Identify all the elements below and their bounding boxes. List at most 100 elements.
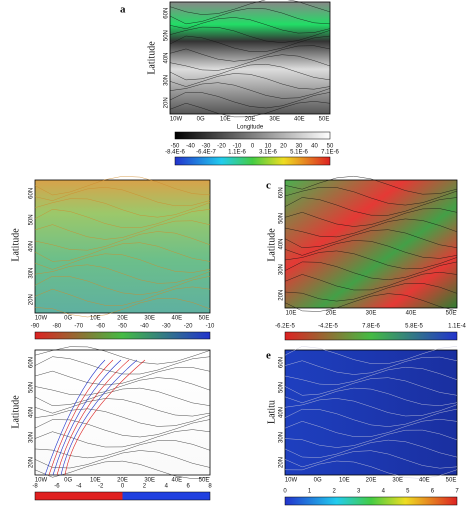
colorbar-tick-label: 0 <box>283 489 287 495</box>
colorbar-tick-label: 4 <box>382 489 386 495</box>
map <box>284 179 458 309</box>
contour <box>284 293 458 312</box>
colorbar-tick-label: -6.4E-7 <box>196 150 216 156</box>
x-tick-label: 20E <box>326 311 337 317</box>
x-tick-label: 50E <box>199 316 210 322</box>
contour <box>34 186 211 207</box>
contour <box>284 283 458 302</box>
panel: Latitude 60N 50N 40N 30N 20N 10W 0G 10E 20E 30E 40E… <box>10 176 215 340</box>
contour <box>284 460 458 479</box>
x-tick-label: 40E <box>294 117 305 123</box>
colorbar-tick-label: 3 <box>357 489 361 495</box>
y-tick-label: 20N <box>29 294 35 305</box>
contour <box>34 264 211 284</box>
colorbar-tick-label: 2 <box>332 489 336 495</box>
colorbar-tick-label: 7.1E-6 <box>321 150 339 156</box>
contour <box>284 240 458 259</box>
colorbar <box>284 331 458 341</box>
contour <box>34 408 211 427</box>
y-tick-label: 50N <box>279 213 285 224</box>
panel: c Latitude 60N 50N 40N 30N 20N 10E 20E 30E 40E 50E -… <box>266 175 466 341</box>
contour <box>284 197 458 216</box>
colorbar-tick-label: 10 <box>265 144 272 150</box>
x-tick-label: 0G <box>64 316 72 322</box>
y-tick-label: 20N <box>29 457 35 468</box>
colorbar-tick-label: 5.1E-6 <box>290 150 308 156</box>
x-tick-label: 10E <box>90 316 101 322</box>
y-tick-label: 50N <box>29 382 35 393</box>
colorbar-tick-label: 7 <box>455 489 459 495</box>
colorbar-tick-label: -50 <box>171 144 180 150</box>
colorbar-tick-label: -2 <box>98 484 104 490</box>
contour <box>169 26 331 43</box>
contour <box>34 356 211 375</box>
panel: a Latitude 60N 50N 40N 30N 20N 10W 0G 10E 20E 30E 40… <box>120 0 339 166</box>
x-tick-label: 20E <box>245 117 256 123</box>
y-tick-label: 30N <box>29 268 35 279</box>
contour <box>34 176 211 196</box>
y-tick-label: 30N <box>279 264 285 275</box>
colorbar-tick-label: 20 <box>280 144 287 150</box>
contour <box>284 439 458 458</box>
y-axis-label: Latitude <box>10 395 21 429</box>
y-tick-label: 30N <box>279 432 285 443</box>
contour <box>284 418 458 437</box>
colorbar-tick-label: -20 <box>217 144 226 150</box>
x-tick-label: 30E <box>269 117 280 123</box>
x-tick-label: 0G <box>197 117 205 123</box>
colorbar-tick-label: -4 <box>76 484 82 490</box>
contour <box>169 0 331 15</box>
contour <box>34 387 211 406</box>
x-tick-label: 30E <box>144 478 155 484</box>
contour <box>169 92 331 109</box>
y-tick-label: 20N <box>279 290 285 301</box>
panel-label: c <box>266 180 271 192</box>
contour <box>284 366 458 385</box>
contour <box>34 298 211 318</box>
contour <box>284 398 458 417</box>
colorbar <box>174 156 331 166</box>
y-tick-label: 60N <box>164 8 170 19</box>
colorbar-tick-label: 50 <box>327 144 334 150</box>
colorbar-tick-label: -90 <box>31 324 40 330</box>
x-tick-label: 30E <box>144 316 155 322</box>
contour <box>169 35 331 52</box>
colorbar-tick-label: 8 <box>208 484 212 490</box>
y-axis-label: Latitu <box>266 400 277 424</box>
map <box>284 349 458 476</box>
contour <box>169 17 331 34</box>
colorbar-tick-label: 4 <box>165 484 169 490</box>
colorbar-tick-label: 6 <box>186 484 190 490</box>
contour <box>48 359 114 476</box>
colorbar-tick-label: 1.1E-4 <box>448 324 466 330</box>
colorbar-tick-label: 5.8E-5 <box>405 324 423 330</box>
contour <box>284 271 458 291</box>
x-tick-label: 10E <box>90 478 101 484</box>
x-tick-label: 0G <box>314 478 322 484</box>
colorbar <box>284 496 458 506</box>
y-tick-label: 60N <box>279 187 285 198</box>
colorbar-tick-label: -8 <box>32 484 38 490</box>
contour <box>34 398 211 417</box>
colorbar-tick-label: -70 <box>74 324 83 330</box>
colorbar-tick-label: -6.2E-5 <box>275 324 295 330</box>
panel: Latitude 60N 50N 40N 30N 20N 10W 0G 10E 20E 30E 40E… <box>10 346 212 501</box>
x-tick-label: 40E <box>171 478 182 484</box>
y-tick-label: 50N <box>29 214 35 225</box>
x-tick-label: 30E <box>392 478 403 484</box>
colorbar-tick-label: 3.1E-6 <box>259 150 277 156</box>
colorbar-tick-label: -10 <box>206 324 215 330</box>
colorbar-tick-label: 0 <box>121 484 125 490</box>
y-tick-label: 60N <box>279 357 285 368</box>
x-tick-label: 0G <box>64 478 72 484</box>
y-axis-label: Latitude <box>10 228 21 262</box>
contour <box>34 286 211 306</box>
contour <box>34 198 211 218</box>
x-tick-label: 40E <box>419 478 430 484</box>
contour <box>60 359 138 476</box>
x-tick-label: 50E <box>446 478 457 484</box>
colorbar-tick-label: 6 <box>431 489 435 495</box>
colorbar-tick-label: -80 <box>53 324 62 330</box>
x-tick-label: 20E <box>117 316 128 322</box>
y-tick-label: 40N <box>279 407 285 418</box>
